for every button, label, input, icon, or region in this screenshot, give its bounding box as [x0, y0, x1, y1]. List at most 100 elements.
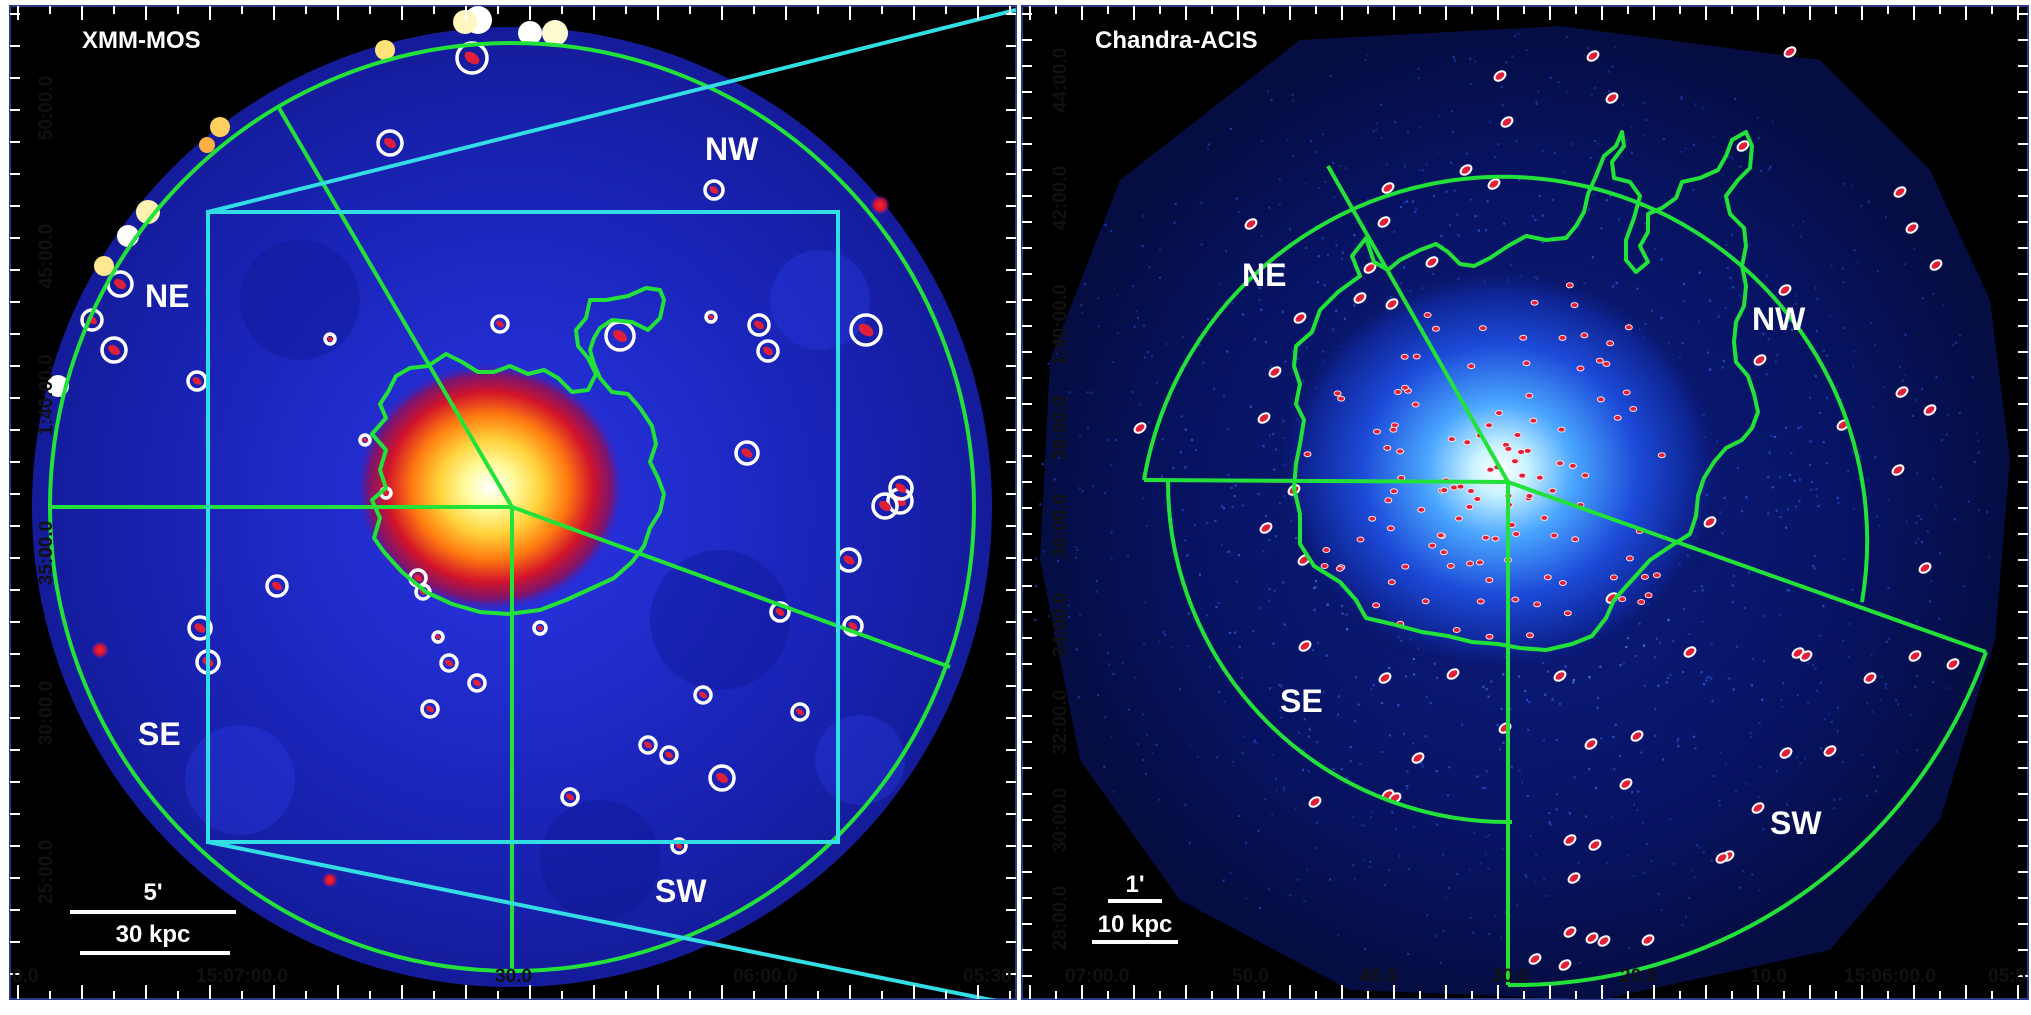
right-core-source [1622, 389, 1631, 396]
right-core-source [1485, 422, 1493, 429]
left-dec-label-3: 35:00.0 [36, 521, 57, 585]
right-source [1783, 46, 1797, 58]
right-core-source [1335, 565, 1344, 572]
right-core-source [1618, 596, 1627, 603]
left-source-ring [871, 492, 899, 520]
right-source [1493, 70, 1507, 82]
right-core-source [1557, 426, 1566, 433]
left-instrument-label: XMM-MOS [82, 27, 201, 54]
right-core-source [1423, 312, 1432, 318]
right-core-source [1387, 579, 1396, 586]
left-source-core [272, 581, 282, 591]
right-core-source [1411, 401, 1420, 408]
left-source-core [108, 344, 120, 356]
right-core-source [1558, 580, 1567, 586]
right-source [1268, 366, 1282, 378]
right-source [1823, 745, 1837, 757]
left-sector-line-ne [277, 106, 514, 509]
right-core-source [1606, 340, 1615, 347]
left-source-ring [734, 440, 760, 466]
left-source-ring [638, 735, 658, 755]
right-core-source [1320, 563, 1329, 569]
right-ra-label-7: 05:5 [1988, 966, 2026, 987]
right-core-source [1581, 472, 1590, 479]
right-point-sources [1133, 46, 1960, 971]
right-core-source [1384, 497, 1393, 504]
left-noise [185, 240, 905, 920]
left-source-ring [323, 332, 337, 346]
right-core-source [1383, 444, 1392, 451]
right-source [1353, 292, 1367, 304]
left-region-nw: NW [705, 131, 759, 167]
left-source-ring [888, 475, 914, 501]
left-surface-brightness-contour [370, 286, 666, 616]
right-core-source [1629, 405, 1638, 412]
right-core-source [1337, 395, 1346, 402]
left-scale-physical: 30 kpc [116, 921, 191, 948]
right-source [1425, 256, 1439, 268]
right-dec-label-3: 38:00.0 [1050, 396, 1071, 460]
left-source-ring [790, 702, 810, 722]
right-ra-label-2: 40.0 [1360, 966, 1397, 987]
right-dec-label-4: 36:00.0 [1050, 494, 1071, 558]
left-region-ne: NE [145, 278, 189, 314]
left-sector-line-sw [511, 505, 951, 669]
right-core-source [1533, 601, 1542, 608]
right-source [1553, 670, 1567, 682]
left-source-core [362, 437, 368, 443]
right-core-source [1450, 484, 1458, 491]
left-scale-bar: 5' 30 kpc [70, 879, 236, 955]
right-core-source [1465, 503, 1474, 510]
left-source-core [194, 623, 206, 633]
right-core-source [1548, 487, 1557, 494]
left-ra-label-1: 15:07:00.0 [196, 966, 288, 987]
right-source [1293, 312, 1307, 324]
right-core-source [1518, 472, 1527, 479]
left-source-core [496, 320, 504, 328]
right-core-source [1522, 360, 1531, 367]
left-ra-label-2: 30.0 [495, 966, 532, 987]
right-core-source [1511, 458, 1519, 465]
left-ra-label-4: 05:30 [963, 966, 1012, 987]
right-core-source [1463, 439, 1472, 446]
right-core-source [1400, 353, 1409, 360]
left-source-ring [747, 313, 771, 337]
left-source-core [464, 51, 480, 65]
left-source-core [435, 634, 441, 640]
right-ra-label-3: 30.0 [1492, 966, 1529, 987]
right-axis-ticks [1022, 6, 2028, 999]
right-source [1703, 516, 1717, 528]
right-core-source [1452, 627, 1461, 633]
right-core-source [1580, 332, 1589, 339]
left-zoom-box [206, 210, 840, 844]
left-source-core [775, 608, 785, 616]
right-source [1908, 650, 1922, 662]
right-core-source [1571, 536, 1580, 543]
right-dec-label-6: 32:00.0 [1050, 690, 1071, 754]
right-region-se: SE [1280, 683, 1323, 719]
left-source-ring [439, 653, 459, 673]
right-core-source [1421, 598, 1430, 605]
left-source-core [858, 323, 874, 337]
left-panel: XMM-MOS NE NW SE SW 5' 30 kpc 0.0 15:07:… [9, 5, 1017, 1000]
right-source [1528, 953, 1542, 965]
right-core-source [1412, 353, 1421, 360]
right-scale-angular: 1' [1125, 871, 1144, 898]
right-region-nw: NW [1752, 301, 1806, 337]
right-source [1586, 50, 1600, 62]
right-core-source [1390, 488, 1398, 495]
right-sector-regions [1142, 165, 1988, 988]
left-source-core [716, 772, 728, 784]
left-source-ring [659, 745, 679, 765]
left-source-core [414, 574, 422, 582]
right-source [1563, 926, 1577, 938]
right-core-source [1637, 599, 1646, 605]
right-core-source [1624, 324, 1633, 331]
right-core-source [1596, 396, 1605, 403]
right-source [1918, 562, 1932, 574]
right-source [1244, 218, 1258, 230]
right-core-source [1609, 574, 1618, 581]
right-source [1751, 802, 1765, 814]
right-core-source [1644, 592, 1653, 599]
